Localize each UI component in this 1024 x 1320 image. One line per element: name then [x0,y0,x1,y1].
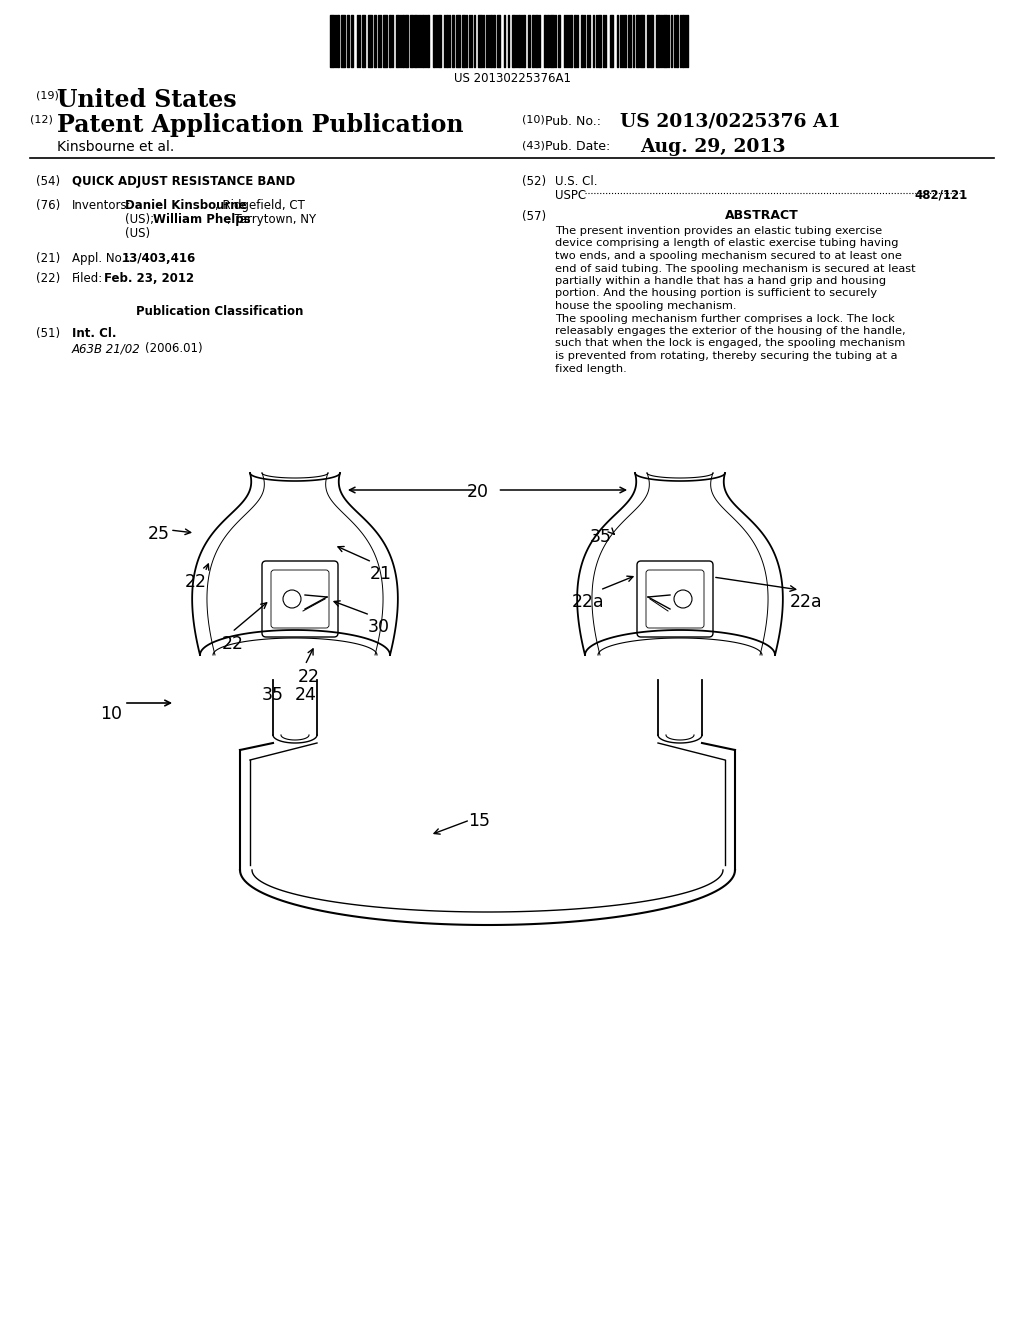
Text: 20: 20 [467,483,488,502]
Text: Kinsbourne et al.: Kinsbourne et al. [57,140,174,154]
Text: 25: 25 [148,525,170,543]
Text: US 20130225376A1: US 20130225376A1 [454,73,570,84]
Text: A63B 21/02: A63B 21/02 [72,342,140,355]
Text: (US): (US) [125,227,151,240]
Text: 13/403,416: 13/403,416 [122,252,197,265]
Text: United States: United States [57,88,237,112]
Text: (10): (10) [522,115,545,125]
Text: (76): (76) [36,199,60,213]
Text: (2006.01): (2006.01) [145,342,203,355]
Text: two ends, and a spooling mechanism secured to at least one: two ends, and a spooling mechanism secur… [555,251,902,261]
Text: The present invention provides an elastic tubing exercise: The present invention provides an elasti… [555,226,882,236]
Text: U.S. Cl.: U.S. Cl. [555,176,597,187]
Text: 35: 35 [262,686,284,704]
Text: Feb. 23, 2012: Feb. 23, 2012 [104,272,195,285]
Text: 10: 10 [100,705,122,723]
Text: is prevented from rotating, thereby securing the tubing at a: is prevented from rotating, thereby secu… [555,351,897,360]
Text: Inventors:: Inventors: [72,199,132,213]
Text: house the spooling mechanism.: house the spooling mechanism. [555,301,736,312]
Text: Appl. No.:: Appl. No.: [72,252,129,265]
Text: Publication Classification: Publication Classification [136,305,304,318]
Text: 24: 24 [295,686,316,704]
Text: 22: 22 [222,635,244,653]
Text: (52): (52) [522,176,546,187]
Text: (22): (22) [36,272,60,285]
Text: ABSTRACT: ABSTRACT [725,209,799,222]
Text: portion. And the housing portion is sufficient to securely: portion. And the housing portion is suff… [555,289,878,298]
Text: , Ridgefield, CT: , Ridgefield, CT [215,199,305,213]
Text: (54): (54) [36,176,60,187]
Text: 30: 30 [368,618,390,636]
Text: Int. Cl.: Int. Cl. [72,327,117,341]
Text: The spooling mechanism further comprises a lock. The lock: The spooling mechanism further comprises… [555,314,895,323]
Text: such that when the lock is engaged, the spooling mechanism: such that when the lock is engaged, the … [555,338,905,348]
Text: releasably engages the exterior of the housing of the handle,: releasably engages the exterior of the h… [555,326,905,337]
Text: 482/121: 482/121 [914,189,968,202]
Text: device comprising a length of elastic exercise tubing having: device comprising a length of elastic ex… [555,239,898,248]
Text: (57): (57) [522,210,546,223]
Text: 35: 35 [590,528,612,546]
Text: Patent Application Publication: Patent Application Publication [57,114,464,137]
Text: Pub. Date:: Pub. Date: [545,140,610,153]
Text: (51): (51) [36,327,60,341]
Text: Filed:: Filed: [72,272,103,285]
Text: 22: 22 [298,668,319,686]
Text: (12): (12) [30,115,53,125]
Text: 22a: 22a [790,593,822,611]
Text: USPC: USPC [555,189,586,202]
Text: (US);: (US); [125,213,158,226]
Text: end of said tubing. The spooling mechanism is secured at least: end of said tubing. The spooling mechani… [555,264,915,273]
Text: US 2013/0225376 A1: US 2013/0225376 A1 [620,114,841,131]
Text: (43): (43) [522,140,545,150]
Text: QUICK ADJUST RESISTANCE BAND: QUICK ADJUST RESISTANCE BAND [72,176,295,187]
Text: (21): (21) [36,252,60,265]
Text: Pub. No.:: Pub. No.: [545,115,601,128]
Text: Daniel Kinsbourne: Daniel Kinsbourne [125,199,247,213]
Text: partially within a handle that has a hand grip and housing: partially within a handle that has a han… [555,276,886,286]
Text: Aug. 29, 2013: Aug. 29, 2013 [640,139,785,156]
Text: 15: 15 [468,812,490,830]
Text: fixed length.: fixed length. [555,363,627,374]
Text: , Tarrytown, NY: , Tarrytown, NY [227,213,316,226]
Text: (19): (19) [36,90,58,100]
Text: William Phelps: William Phelps [153,213,251,226]
Text: 22: 22 [185,573,207,591]
Text: 21: 21 [370,565,392,583]
Text: 22a: 22a [572,593,604,611]
